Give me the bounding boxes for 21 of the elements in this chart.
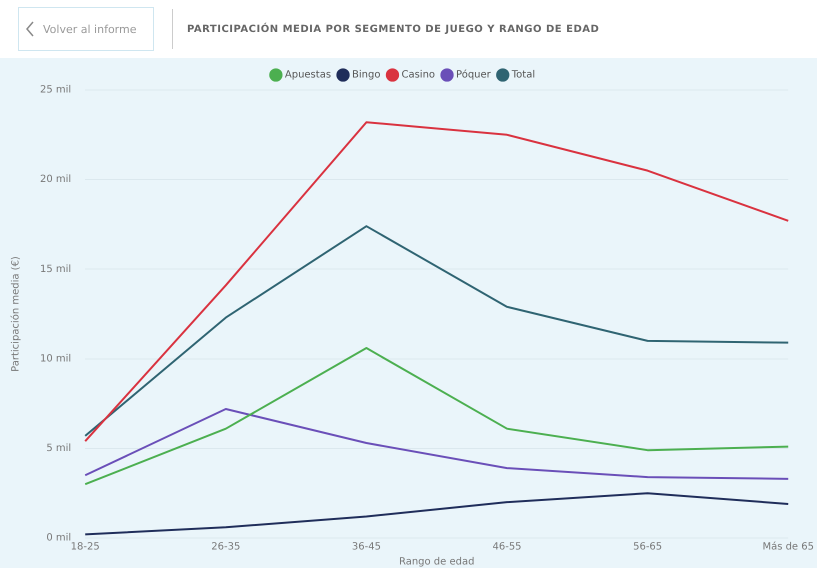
legend-label: Póquer <box>456 70 492 81</box>
chart-title: PARTICIPACIÓN MEDIA POR SEGMENTO DE JUEGO Y RANGO DE EDAD <box>187 24 600 34</box>
x-tick-label: 56-65 <box>633 542 662 553</box>
x-tick-label: 18-25 <box>70 542 100 553</box>
x-axis-title: Rango de edad <box>398 556 474 568</box>
x-tick-label: 26-35 <box>211 542 240 553</box>
y-axis-title: Participación media (€) <box>10 256 22 372</box>
y-tick-label: 15 mil <box>40 264 72 275</box>
y-tick-label: 25 mil <box>40 84 72 96</box>
y-tick-label: 20 mil <box>40 174 72 186</box>
legend-label: Casino <box>401 70 436 81</box>
y-tick-label: 5 mil <box>46 442 72 454</box>
legend-label: Apuestas <box>284 70 332 81</box>
x-tick-label: Más de 65 <box>762 542 814 553</box>
y-tick-label: 0 mil <box>46 532 72 544</box>
text: Volver al informe <box>43 22 136 36</box>
legend-label: Bingo <box>352 70 380 81</box>
x-tick-label: 36-45 <box>352 542 381 553</box>
y-tick-label: 10 mil <box>40 353 72 364</box>
legend-label: Total <box>510 70 536 81</box>
x-tick-label: 46-55 <box>492 542 522 553</box>
